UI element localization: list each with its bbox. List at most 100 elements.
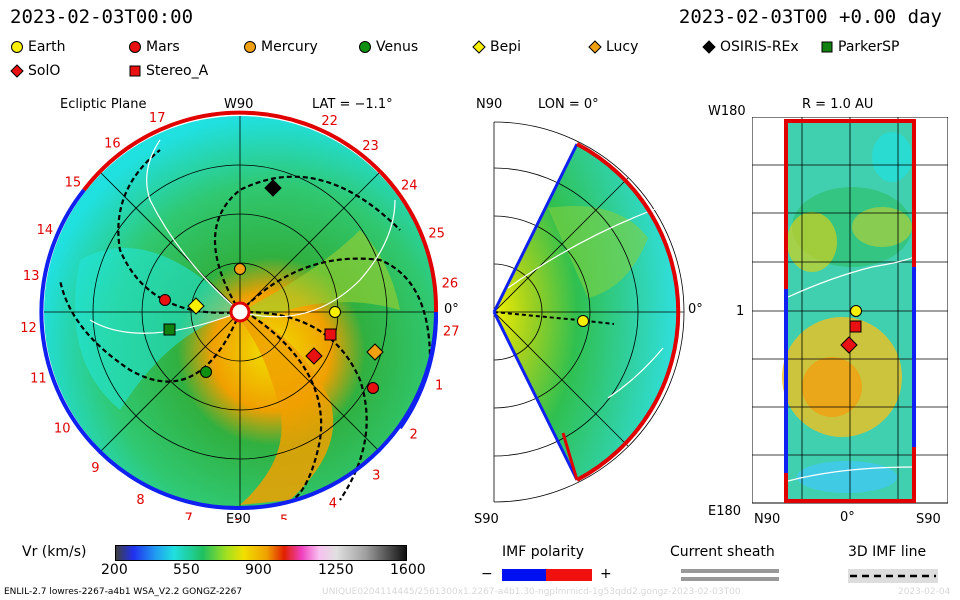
stereo-a-marker: [324, 328, 337, 341]
lucy-marker: [366, 343, 384, 361]
carrington-number: 7: [185, 512, 193, 520]
carrington-number: 18: [195, 110, 212, 112]
colorbar-tick-label: 900: [245, 562, 272, 578]
carrington-number: 14: [37, 223, 54, 238]
radial-mid-label: 1: [736, 304, 745, 319]
colorbar-tick-label: 200: [101, 562, 128, 578]
legend-circle-icon: [359, 41, 371, 53]
carrington-number: 9: [91, 461, 99, 476]
legend-diamond-icon: [702, 40, 716, 54]
carrington-numbers: 2021222324252627123456789101112131415161…: [20, 110, 459, 520]
radial-n90-label: N90: [754, 512, 781, 527]
legend-item-parkersp: ParkerSP: [820, 39, 899, 55]
colorbar-label: Vr (km/s): [22, 544, 87, 560]
solo-marker: [305, 347, 323, 365]
current-sheath-label: Current sheath: [670, 544, 775, 560]
ecliptic-green-stream: [240, 230, 400, 320]
legend-item-mercury: Mercury: [243, 39, 318, 55]
imf-positive-swatch: [546, 569, 592, 581]
carrington-number: 24: [401, 178, 418, 193]
meridional-n90-label: N90: [476, 97, 503, 112]
mars-marker-ecl: [159, 294, 171, 306]
carrington-number: 15: [65, 176, 82, 191]
earth-marker-radial: [850, 305, 862, 317]
carrington-number: 5: [280, 513, 288, 520]
legend-label: SolO: [28, 63, 61, 79]
meridional-white-sheath: [507, 207, 664, 399]
imf-polarity-label: IMF polarity: [502, 544, 585, 560]
ecliptic-positive-polarity-arc: [82, 110, 439, 313]
mercury-marker: [234, 263, 246, 275]
sun-icon: [229, 301, 251, 323]
radial-zero-label: 0°: [840, 510, 855, 525]
carrington-number: 6: [232, 518, 240, 520]
mars-marker: [367, 382, 379, 394]
colorbar-tick-label: 1250: [318, 562, 354, 578]
radial-title: R = 1.0 AU: [802, 97, 874, 112]
legend-diamond-icon: [10, 64, 24, 78]
earth-marker: [329, 306, 341, 318]
carrington-number: 10: [54, 422, 71, 437]
ecliptic-fast-stream: [240, 316, 334, 505]
legend-item-bepi: Bepi: [472, 39, 521, 55]
ecliptic-title: Ecliptic Plane: [60, 97, 147, 112]
ecliptic-e90-label: E90: [226, 512, 251, 527]
legend-square-icon: [129, 65, 141, 77]
imf-minus-label: −: [481, 566, 493, 582]
parkersp-marker: [163, 323, 176, 336]
legend-circle-icon: [129, 41, 141, 53]
ecliptic-white-sheath: [89, 139, 396, 334]
radial-e180-label: E180: [708, 504, 742, 519]
colorbar-tick-label: 550: [173, 562, 200, 578]
legend-label: Mercury: [261, 39, 318, 55]
carrington-number: 23: [362, 139, 379, 154]
legend-circle-icon: [244, 41, 256, 53]
carrington-number: 27: [443, 325, 460, 340]
carrington-number: 16: [104, 137, 121, 152]
legend-item-mars: Mars: [128, 39, 180, 55]
legend-label: Lucy: [606, 39, 639, 55]
legend-label: Mars: [146, 39, 180, 55]
carrington-number: 22: [321, 114, 338, 129]
carrington-number: 25: [428, 227, 445, 242]
carrington-number: 26: [442, 277, 459, 292]
meridional-zero-label: 0°: [688, 302, 703, 317]
datetime-right: 2023-02-03T00 +0.00 day: [678, 6, 942, 28]
carrington-number: 8: [136, 493, 144, 508]
ecliptic-zero-label: 0°: [444, 302, 459, 317]
carrington-number: 2: [410, 428, 418, 443]
earth-marker-meridional: [577, 315, 589, 327]
imf-3d-swatch: [848, 569, 938, 583]
legend-label: Venus: [376, 39, 419, 55]
radial-w180-label: W180: [708, 104, 746, 119]
radial-s90-label: S90: [916, 512, 941, 527]
legend-item-solo: SolO: [10, 63, 60, 79]
venus-marker: [200, 366, 212, 378]
carrington-number: 17: [149, 111, 166, 126]
legend-item-stereo-a: Stereo_A: [128, 63, 208, 79]
legend-item-lucy: Lucy: [588, 39, 638, 55]
carrington-number: 11: [30, 372, 47, 387]
velocity-colorbar: [115, 545, 407, 561]
stereo-a-marker-radial: [849, 320, 862, 333]
imf-plus-label: +: [600, 566, 612, 582]
ecliptic-w90-label: W90: [224, 97, 254, 112]
legend-label: OSIRIS-REx: [720, 39, 799, 55]
legend-item-osiris-rex: OSIRIS-REx: [702, 39, 799, 55]
carrington-number: 3: [372, 468, 380, 483]
legend-label: Stereo_A: [146, 63, 209, 79]
legend-diamond-icon: [588, 40, 602, 54]
imf-3d-label: 3D IMF line: [848, 544, 927, 560]
ecliptic-slow-region: [75, 247, 240, 410]
meridional-title: LON = 0°: [538, 97, 599, 112]
legend-label: Bepi: [490, 39, 521, 55]
ecliptic-current-sheath: [58, 149, 432, 503]
legend-diamond-icon: [472, 40, 486, 54]
current-sheath-swatch: [681, 569, 779, 573]
footer-date: 2023-02-04: [898, 587, 951, 597]
carrington-number: 19: [188, 110, 205, 114]
datetime-left: 2023-02-03T00:00: [10, 6, 194, 28]
osiris-rex-marker: [264, 179, 282, 197]
ecliptic-plot: 2021222324252627123456789101112131415161…: [20, 110, 459, 520]
legend-item-venus: Venus: [358, 39, 418, 55]
